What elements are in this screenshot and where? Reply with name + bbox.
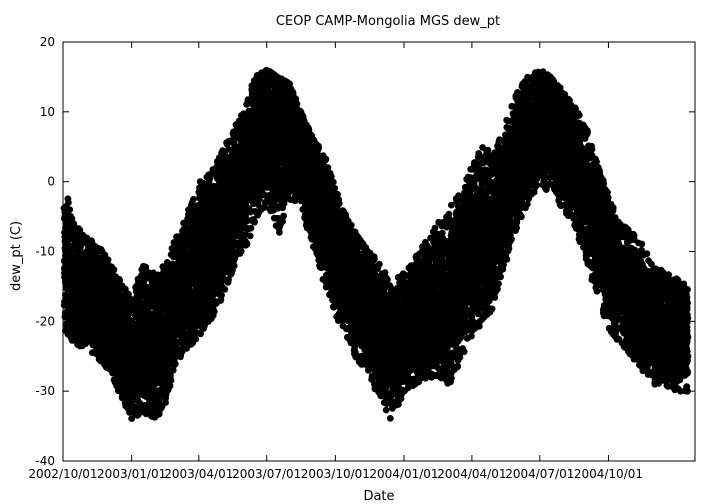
data-point (243, 240, 251, 247)
data-point (192, 335, 200, 343)
data-point (77, 242, 85, 250)
data-point (218, 291, 225, 299)
data-point (247, 224, 255, 232)
data-point (65, 199, 72, 207)
data-point (76, 226, 84, 234)
data-point (251, 218, 258, 226)
data-point (70, 220, 78, 228)
chart-title: CEOP CAMP-Mongolia MGS dew_pt (276, 14, 500, 29)
data-point (190, 196, 197, 203)
data-point (237, 247, 245, 255)
y-axis-label: dew_pt (C) (9, 221, 24, 291)
data-points (60, 66, 692, 422)
data-point (66, 206, 74, 214)
x-axis-label: Date (363, 489, 394, 504)
data-point (210, 308, 218, 315)
data-point (246, 232, 254, 240)
data-point (230, 262, 238, 270)
data-point (167, 376, 175, 384)
data-point (221, 285, 229, 293)
data-point (171, 360, 179, 368)
data-point (162, 399, 170, 406)
data-point (110, 266, 118, 274)
